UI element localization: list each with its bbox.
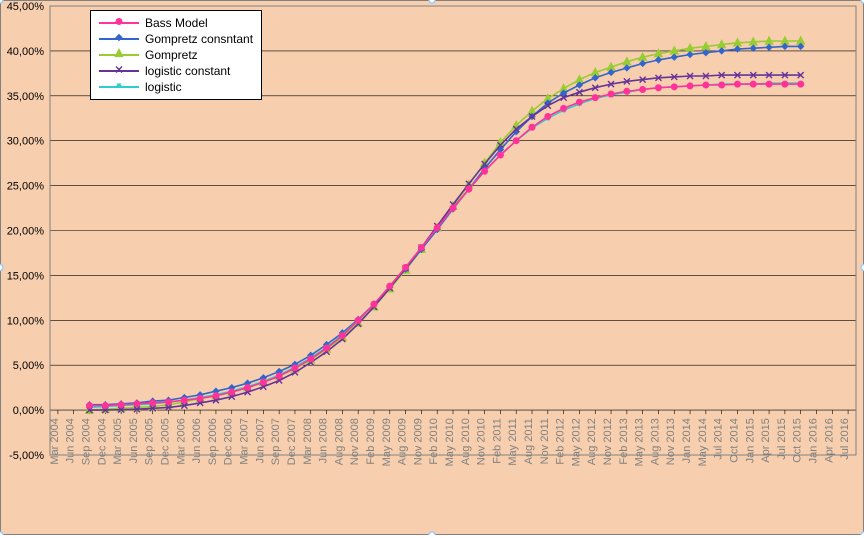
selection-handle xyxy=(429,0,435,3)
x-axis-labels: Mar 2004 Jun 2004 Sep 2004Dec 2004 Mar 2005… xyxy=(49,410,851,466)
x-tick-label: Apr 2016 xyxy=(823,418,835,463)
x-tick-label: Jun 2004 xyxy=(65,418,77,463)
legend-swatch xyxy=(99,54,139,56)
y-tick-label: 5,00% xyxy=(13,360,44,372)
legend-swatch xyxy=(99,70,139,72)
x-tick-label: Dec 2005 xyxy=(160,418,172,465)
x-tick-label: Sep 2005 xyxy=(144,418,156,465)
x-tick-label: Sep 2004 xyxy=(81,418,93,465)
legend-swatch xyxy=(99,38,139,40)
x-tick-label: Sep 2007 xyxy=(270,418,282,465)
x-tick-label: Feb 2010 xyxy=(428,418,440,464)
x-tick-label: Mar 2005 xyxy=(112,418,124,464)
x-tick-label: Aug 2008 xyxy=(333,418,345,465)
x-tick-label: Oct 2014 xyxy=(728,418,740,463)
x-tick-label: Nov 2009 xyxy=(412,418,424,465)
chart-container: -5,00% 0,00% 5,00% 10,00% 15,00% 20,00% 25,00%… xyxy=(0,0,864,535)
y-tick-label: 30,00% xyxy=(7,136,45,148)
y-tick-label: 35,00% xyxy=(7,91,45,103)
x-tick-label: Jan 2015 xyxy=(744,418,756,463)
legend-label: logistic constant xyxy=(145,64,230,78)
x-tick-label: Aug 2013 xyxy=(649,418,661,465)
legend-label: Gompretz consntant xyxy=(145,32,253,46)
x-tick-label: Jun 2008 xyxy=(318,418,330,463)
x-tick-label: Mar 2008 xyxy=(302,418,314,464)
x-tick-label: May 2011 xyxy=(507,418,519,466)
x-tick-label: Jan 2016 xyxy=(807,418,819,463)
x-tick-label: May 2012 xyxy=(570,418,582,466)
x-tick-label: Feb 2013 xyxy=(618,418,630,464)
x-tick-label: Jul 2015 xyxy=(776,418,788,460)
x-tick-label: Nov 2011 xyxy=(539,418,551,464)
x-tick-label: Jun 2007 xyxy=(254,418,266,463)
legend-swatch xyxy=(99,86,139,88)
x-tick-label: May 2013 xyxy=(634,418,646,466)
x-tick-label: Dec 2006 xyxy=(223,418,235,465)
legend-item: Bass Model xyxy=(99,15,253,31)
x-tick-label: Aug 2009 xyxy=(397,418,409,465)
x-tick-label: Mar 2007 xyxy=(239,418,251,464)
x-tick-label: Aug 2010 xyxy=(460,418,472,465)
x-tick-label: Aug 2012 xyxy=(586,418,598,465)
x-tick-label: Feb 2009 xyxy=(365,418,377,464)
x-tick-label: Sep 2006 xyxy=(207,418,219,465)
x-tick-label: Mar 2006 xyxy=(175,418,187,464)
x-tick-label: Aug 2011 xyxy=(523,418,535,464)
x-tick-label: Apr 2015 xyxy=(760,418,772,463)
y-tick-label: 15,00% xyxy=(7,270,45,282)
legend-swatch xyxy=(99,22,139,24)
y-tick-label: 25,00% xyxy=(7,181,45,193)
x-tick-label: May 2009 xyxy=(381,418,393,466)
legend-item: logistic constant xyxy=(99,63,253,79)
y-tick-label: 10,00% xyxy=(7,315,45,327)
y-axis-labels: -5,00% 0,00% 5,00% 10,00% 15,00% 20,00% 25,00%… xyxy=(7,1,45,462)
legend-box: Bass Model Gompretz consntant Gompretz logi… xyxy=(90,10,262,100)
x-tick-label: Mar 2004 xyxy=(49,418,61,464)
y-tick-label: -5,00% xyxy=(9,450,44,462)
x-tick-label: Nov 2012 xyxy=(602,418,614,465)
selection-handle xyxy=(0,0,3,3)
x-tick-label: Feb 2012 xyxy=(555,418,567,464)
x-tick-label: May 2010 xyxy=(444,418,456,466)
x-tick-label: Jun 2006 xyxy=(191,418,203,463)
y-tick-label: 20,00% xyxy=(7,226,45,238)
x-tick-label: Jul 2016 xyxy=(839,418,851,460)
x-tick-label: Nov 2013 xyxy=(665,418,677,465)
x-tick-label: Oct 2015 xyxy=(792,418,804,463)
legend-item: logistic xyxy=(99,79,253,95)
x-tick-label: May 2014 xyxy=(697,418,709,466)
x-tick-label: Jan 2014 xyxy=(681,418,693,463)
y-tick-label: 40,00% xyxy=(7,46,45,58)
legend-item: Gompretz consntant xyxy=(99,31,253,47)
y-tick-label: 0,00% xyxy=(13,405,44,417)
x-tick-label: Nov 2008 xyxy=(349,418,361,465)
x-tick-label: Jun 2005 xyxy=(128,418,140,463)
legend-label: Gompretz xyxy=(145,48,198,62)
legend-label: Bass Model xyxy=(145,16,208,30)
x-tick-label: Nov 2010 xyxy=(476,418,488,465)
x-tick-label: Dec 2004 xyxy=(96,418,108,465)
x-tick-label: Dec 2007 xyxy=(286,418,298,465)
legend-item: Gompretz xyxy=(99,47,253,63)
y-tick-label: 45,00% xyxy=(7,1,45,13)
legend-label: logistic xyxy=(145,80,182,94)
x-tick-label: Jul 2014 xyxy=(713,418,725,460)
selection-handle xyxy=(0,265,3,271)
x-tick-label: Feb 2011 xyxy=(491,418,503,464)
